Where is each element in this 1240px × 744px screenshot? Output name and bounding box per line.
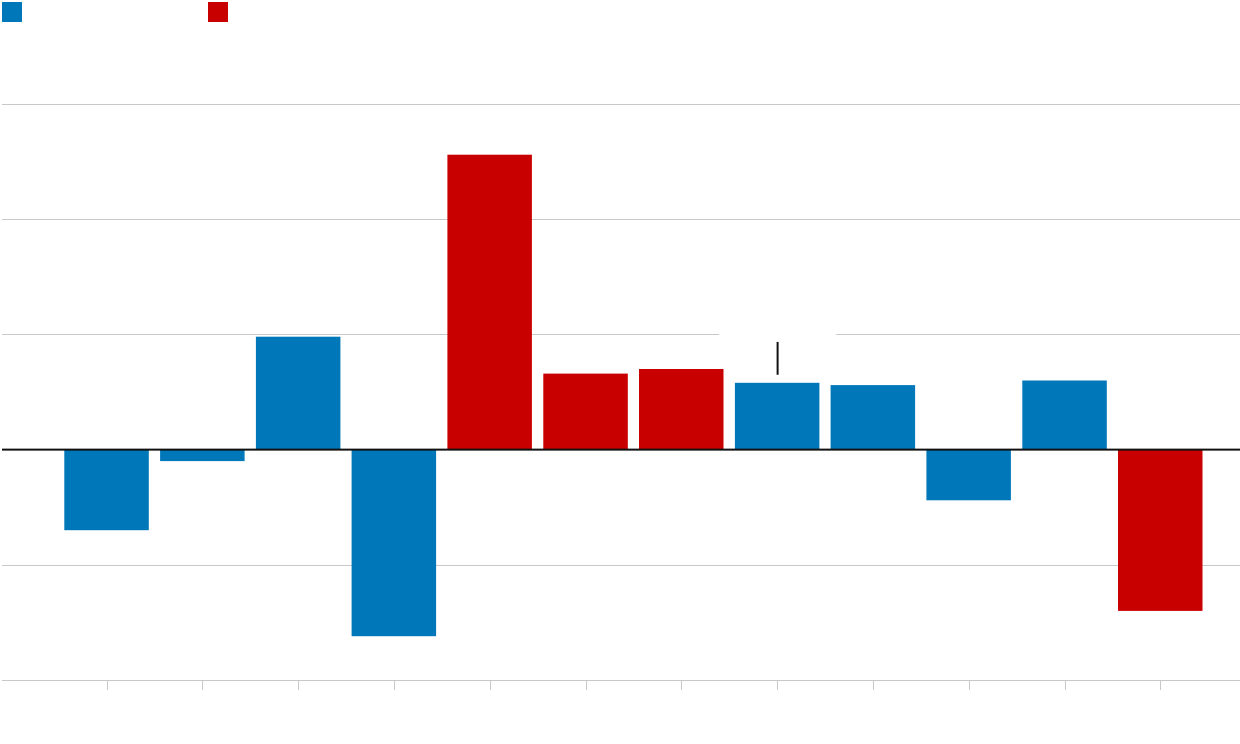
annotation	[719, 331, 837, 375]
bar-6	[543, 373, 628, 450]
bar-10	[926, 449, 1011, 501]
legend-swatch-2	[208, 2, 228, 22]
legend	[2, 2, 228, 22]
bar-7	[639, 369, 724, 450]
x-axis-ticks	[107, 680, 1161, 690]
bar-4	[351, 449, 437, 637]
gridlines	[2, 104, 1240, 681]
bar-11	[1022, 380, 1107, 450]
bar-9	[830, 385, 916, 450]
bar-12	[1118, 449, 1203, 611]
bar-2	[160, 449, 245, 462]
legend-swatch-1	[2, 2, 22, 22]
annotation-label-area	[719, 331, 837, 338]
bar-1	[64, 449, 149, 531]
bar-5	[447, 154, 532, 450]
bars	[64, 154, 1203, 637]
bar-8	[734, 382, 820, 450]
bar-3	[255, 336, 341, 450]
